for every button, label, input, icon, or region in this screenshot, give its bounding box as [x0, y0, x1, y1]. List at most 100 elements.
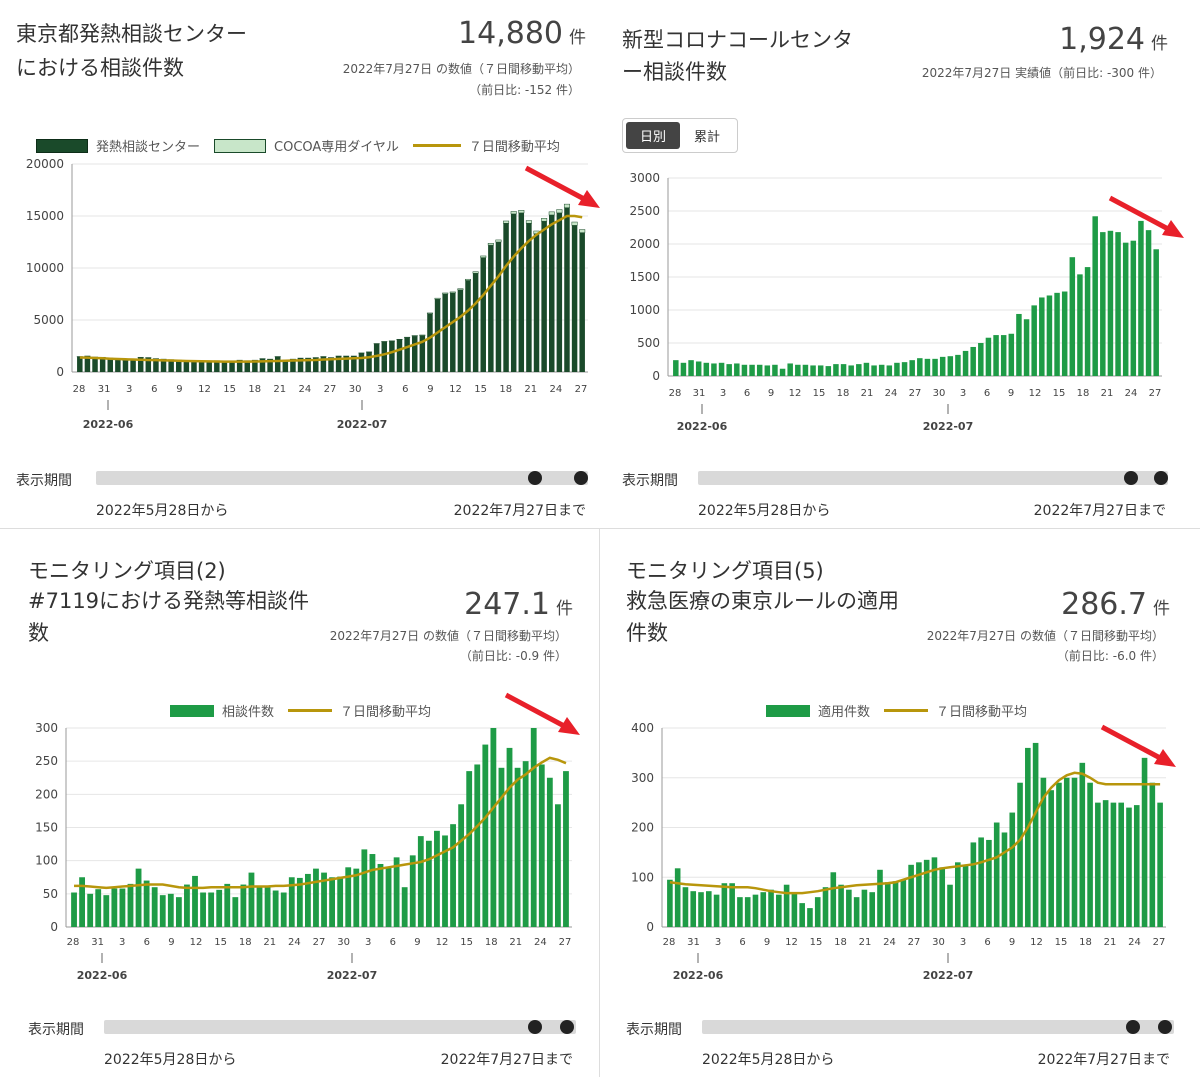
- x-tick-label: 3: [960, 937, 966, 948]
- bar: [472, 273, 479, 372]
- view-toggle[interactable]: 日別 累計: [622, 118, 739, 153]
- red-arrow-icon: [1100, 724, 1176, 767]
- bar: [1126, 807, 1132, 927]
- bar: [514, 767, 521, 927]
- bar: [252, 360, 258, 372]
- bar-secondary: [411, 335, 418, 337]
- bar: [272, 890, 279, 927]
- bar: [282, 360, 289, 372]
- chart-legend[interactable]: 発熱相談センター COCOA専用ダイヤル ７日間移動平均: [36, 136, 574, 155]
- x-tick-label: 6: [984, 388, 990, 399]
- legend-item-cocoa[interactable]: COCOA専用ダイヤル: [214, 136, 399, 155]
- bar-secondary: [503, 220, 510, 224]
- range-start-handle[interactable]: [1126, 1020, 1140, 1034]
- bar: [734, 363, 740, 376]
- x-tick-label: 24: [1128, 937, 1141, 948]
- legend-item-moving-average[interactable]: ７日間移動平均: [412, 136, 560, 155]
- bar: [682, 887, 689, 927]
- legend-item-moving-average[interactable]: ７日間移動平均: [884, 701, 1027, 720]
- bar: [962, 864, 969, 927]
- bar-secondary: [510, 211, 517, 215]
- legend-item-fever-center[interactable]: 発熱相談センター: [36, 136, 200, 155]
- bar: [474, 764, 481, 927]
- bar: [343, 356, 349, 372]
- chart-fever-consultation: 0 5000 10000 15000 20000 28 31 3 6 9 12 15 18 21 24 27 3…: [26, 157, 588, 431]
- bar: [1138, 220, 1144, 376]
- x-tick-label: 15: [474, 384, 487, 395]
- bar: [1122, 242, 1129, 376]
- bar: [1153, 249, 1159, 376]
- bar-secondary: [465, 278, 471, 281]
- bar: [1118, 802, 1124, 928]
- bar: [465, 280, 471, 372]
- range-slider[interactable]: [104, 1020, 576, 1034]
- range-from: 2022年5月28日から: [698, 503, 831, 519]
- range-end-handle[interactable]: [1158, 1020, 1172, 1034]
- bar: [482, 744, 489, 927]
- bar: [846, 889, 852, 927]
- bar: [1087, 782, 1093, 927]
- bar: [538, 764, 545, 927]
- bar: [871, 365, 877, 376]
- x-tick-label: 6: [744, 388, 750, 399]
- x-tick-label: 24: [550, 384, 563, 395]
- bar: [351, 356, 357, 372]
- chart-legend[interactable]: 相談件数 ７日間移動平均: [170, 701, 445, 720]
- bar: [1110, 802, 1117, 928]
- bar: [760, 892, 767, 927]
- toggle-daily[interactable]: 日別: [626, 122, 681, 149]
- legend-item-consultations[interactable]: 相談件数: [170, 701, 274, 720]
- bar: [706, 891, 712, 927]
- month-label: 2022-06: [77, 969, 128, 982]
- legend-item-applications[interactable]: 適用件数: [766, 701, 870, 720]
- range-start-handle[interactable]: [528, 1020, 542, 1034]
- bar: [526, 223, 532, 372]
- bar: [417, 836, 424, 927]
- bar: [947, 356, 954, 376]
- bar: [198, 361, 205, 372]
- bar: [442, 294, 448, 372]
- range-slider[interactable]: [698, 471, 1168, 485]
- value-unit: 件: [569, 28, 586, 48]
- bar: [224, 883, 231, 927]
- legend-item-moving-average[interactable]: ７日間移動平均: [288, 701, 431, 720]
- toggle-cumulative[interactable]: 累計: [694, 130, 721, 145]
- bar: [313, 868, 319, 927]
- value-number: 247.1: [464, 587, 550, 622]
- x-tick-label: 24: [534, 937, 547, 948]
- bar-secondary: [487, 243, 494, 246]
- bar: [563, 771, 569, 927]
- bar: [335, 356, 342, 372]
- range-slider[interactable]: [96, 471, 588, 485]
- bar: [1000, 335, 1007, 376]
- range-start-handle[interactable]: [528, 471, 542, 485]
- bar: [814, 897, 821, 927]
- range-end-handle[interactable]: [574, 471, 588, 485]
- bar: [916, 862, 922, 927]
- bar-secondary: [426, 312, 433, 315]
- value-diff-note: （前日比: -6.0 件）: [1056, 649, 1164, 663]
- x-tick-label: 30: [349, 384, 362, 395]
- range-end-handle[interactable]: [560, 1020, 574, 1034]
- bar: [571, 225, 578, 372]
- bar: [401, 887, 408, 927]
- range-start-handle[interactable]: [1124, 471, 1138, 485]
- bar: [1130, 240, 1137, 376]
- bar: [838, 884, 844, 927]
- headline-value: 14,880 件: [458, 16, 586, 51]
- range-end-handle[interactable]: [1154, 471, 1168, 485]
- bar: [955, 862, 961, 927]
- value-unit: 件: [556, 599, 573, 619]
- x-tick-label: 31: [687, 937, 700, 948]
- bar: [947, 884, 953, 927]
- bar: [1025, 747, 1031, 927]
- y-tick-label: 200: [631, 821, 654, 835]
- chart-legend[interactable]: 適用件数 ７日間移動平均: [766, 701, 1041, 720]
- headline-value: 286.7 件: [1061, 587, 1170, 622]
- range-to: 2022年7月27日まで: [1033, 503, 1166, 519]
- range-label: 表示期間: [622, 473, 678, 489]
- range-slider[interactable]: [702, 1020, 1174, 1034]
- bar-secondary: [388, 340, 395, 342]
- bar: [274, 356, 281, 372]
- panel-title-line1: 救急医療の東京ルールの適用: [626, 589, 899, 613]
